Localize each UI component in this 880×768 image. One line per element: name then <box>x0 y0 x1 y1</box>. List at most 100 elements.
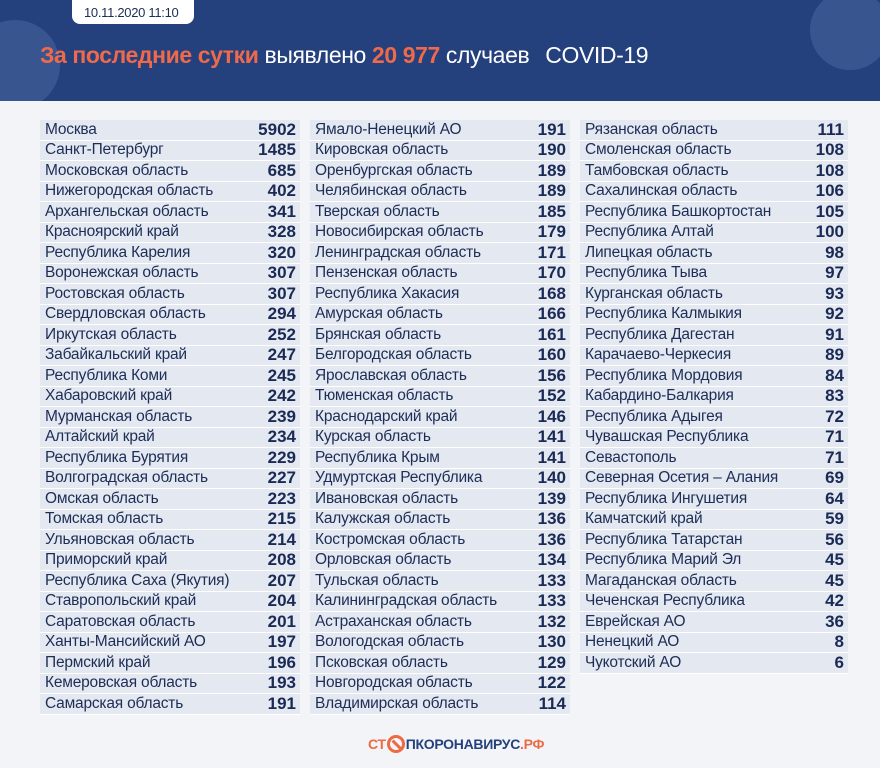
region-name: Алтайский край <box>45 428 155 446</box>
case-value: 227 <box>267 468 296 488</box>
case-value: 197 <box>267 632 296 652</box>
table-row: Чукотский АО 6 <box>580 653 848 674</box>
region-name: Мурманская область <box>45 407 193 425</box>
case-value: 71 <box>825 427 844 447</box>
case-value: 108 <box>815 160 844 180</box>
case-value: 59 <box>825 509 844 529</box>
table-row: Тверская область 185 <box>310 202 570 223</box>
region-name: Кабардино-Балкария <box>585 387 734 405</box>
table-row: Сахалинская область 106 <box>580 181 848 202</box>
case-value: 160 <box>537 345 566 365</box>
title-highlight: За последние сутки <box>40 42 259 68</box>
region-name: Еврейская АО <box>585 612 686 630</box>
region-name: Брянская область <box>315 325 441 343</box>
region-name: Ивановская область <box>315 489 459 507</box>
region-name: Республика Коми <box>45 366 168 384</box>
case-value: 92 <box>825 304 844 324</box>
case-value: 189 <box>537 160 566 180</box>
region-name: Пермский край <box>45 653 151 671</box>
region-name: Республика Мордовия <box>585 366 743 384</box>
region-name: Республика Адыгея <box>585 407 723 425</box>
table-row: Республика Калмыкия 92 <box>580 304 848 325</box>
region-name: Забайкальский край <box>45 346 187 364</box>
case-value: 191 <box>537 119 566 139</box>
table-row: Республика Адыгея 72 <box>580 407 848 428</box>
table-row: Пермский край 196 <box>40 653 300 674</box>
region-table: Москва 5902 Санкт-Петербург 1485 Московская … <box>40 120 848 715</box>
case-value: 223 <box>267 488 296 508</box>
table-row: Кемеровская область 193 <box>40 673 300 694</box>
region-name: Карачаево-Черкесия <box>585 346 732 364</box>
region-name: Республика Тыва <box>585 264 707 282</box>
case-value: 56 <box>825 529 844 549</box>
table-row: Республика Крым 141 <box>310 448 570 469</box>
region-name: Камчатский край <box>585 510 703 528</box>
virus-decoration-icon <box>810 0 880 70</box>
case-value: 106 <box>815 181 844 201</box>
case-value: 239 <box>267 406 296 426</box>
title-end: случаев <box>445 42 530 68</box>
case-value: 685 <box>267 160 296 180</box>
table-row: Чеченская Республика 42 <box>580 591 848 612</box>
table-row: Оренбургская область 189 <box>310 161 570 182</box>
table-row: Новосибирская область 179 <box>310 222 570 243</box>
case-value: 108 <box>815 140 844 160</box>
case-value: 156 <box>537 365 566 385</box>
case-value: 320 <box>267 242 296 262</box>
region-name: Нижегородская область <box>45 182 214 200</box>
case-value: 214 <box>267 529 296 549</box>
region-name: Чукотский АО <box>585 653 682 671</box>
case-value: 5902 <box>258 119 296 139</box>
table-row: Приморский край 208 <box>40 550 300 571</box>
case-value: 111 <box>817 119 845 139</box>
region-name: Свердловская область <box>45 305 206 323</box>
case-value: 185 <box>537 201 566 221</box>
case-value: 6 <box>834 652 844 672</box>
table-row: Орловская область 134 <box>310 550 570 571</box>
case-value: 196 <box>267 652 296 672</box>
case-value: 328 <box>267 222 296 242</box>
date-time: 10.11.2020 11:10 <box>72 0 194 24</box>
stop-virus-icon <box>386 735 405 753</box>
table-row: Республика Саха (Якутия) 207 <box>40 571 300 592</box>
table-row: Архангельская область 341 <box>40 202 300 223</box>
case-value: 114 <box>538 693 566 713</box>
case-value: 171 <box>537 242 566 262</box>
region-name: Иркутская область <box>45 325 177 343</box>
table-row: Свердловская область 294 <box>40 304 300 325</box>
region-name: Республика Крым <box>315 448 440 466</box>
table-row: Хабаровский край 242 <box>40 386 300 407</box>
case-value: 133 <box>537 570 566 590</box>
table-row: Санкт-Петербург 1485 <box>40 140 300 161</box>
table-row: Волгоградская область 227 <box>40 468 300 489</box>
region-name: Ростовская область <box>45 284 185 302</box>
table-row: Омская область 223 <box>40 489 300 510</box>
region-name: Псковская область <box>315 653 448 671</box>
case-value: 140 <box>537 468 566 488</box>
region-name: Самарская область <box>45 694 184 712</box>
logo-text-right: ПКОРОНАВИРУС <box>405 736 521 752</box>
region-name: Приморский край <box>45 551 168 569</box>
case-value: 208 <box>267 550 296 570</box>
region-name: Ульяновская область <box>45 530 195 548</box>
region-name: Пензенская область <box>315 264 458 282</box>
case-count: 20 977 <box>371 42 440 68</box>
table-row: Саратовская область 201 <box>40 612 300 633</box>
region-name: Республика Саха (Якутия) <box>45 571 230 589</box>
table-row: Алтайский край 234 <box>40 427 300 448</box>
disease-name: COVID-19 <box>545 42 649 68</box>
table-row: Ивановская область 139 <box>310 489 570 510</box>
case-value: 130 <box>537 632 566 652</box>
table-column: Рязанская область 111 Смоленская область 10… <box>580 120 848 715</box>
table-row: Ростовская область 307 <box>40 284 300 305</box>
case-value: 91 <box>825 324 844 344</box>
case-value: 129 <box>537 652 566 672</box>
case-value: 100 <box>815 222 844 242</box>
table-column: Москва 5902 Санкт-Петербург 1485 Московская … <box>40 120 300 715</box>
case-value: 133 <box>537 591 566 611</box>
region-name: Липецкая область <box>585 243 713 261</box>
table-row: Смоленская область 108 <box>580 140 848 161</box>
table-row: Калининградская область 133 <box>310 591 570 612</box>
case-value: 191 <box>267 693 296 713</box>
case-value: 152 <box>537 386 566 406</box>
